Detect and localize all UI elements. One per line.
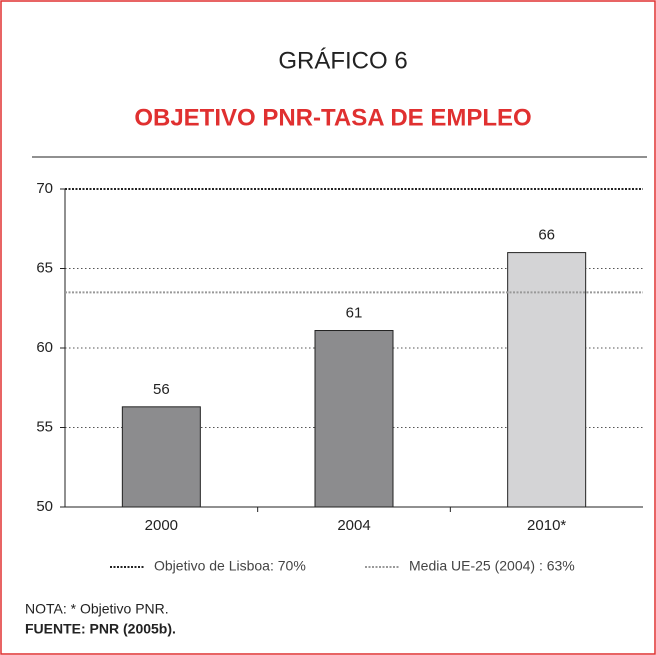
data-label: 61: [346, 304, 363, 321]
data-label: 66: [538, 227, 555, 244]
chart-subtitle: OBJETIVO PNR-TASA DE EMPLEO: [134, 104, 531, 131]
y-tick-label: 70: [36, 180, 53, 197]
x-tick-label: 2000: [145, 517, 178, 534]
x-tick-label: 2010*: [527, 517, 566, 534]
bar: [314, 330, 394, 508]
bar: [507, 252, 587, 508]
y-tick-label: 55: [36, 418, 53, 435]
y-tick-label: 50: [36, 498, 53, 515]
chart-title: GRÁFICO 6: [278, 47, 407, 74]
bar: [121, 406, 201, 508]
source: FUENTE: PNR (2005b).: [25, 621, 176, 637]
y-tick-label: 65: [36, 259, 53, 276]
legend-label: Media UE-25 (2004) : 63%: [409, 558, 575, 574]
data-label: 56: [153, 381, 170, 398]
x-tick-label: 2004: [337, 517, 370, 534]
legend-label: Objetivo de Lisboa: 70%: [154, 558, 306, 574]
y-tick-label: 60: [36, 339, 53, 356]
note: NOTA: * Objetivo PNR.: [25, 601, 169, 617]
